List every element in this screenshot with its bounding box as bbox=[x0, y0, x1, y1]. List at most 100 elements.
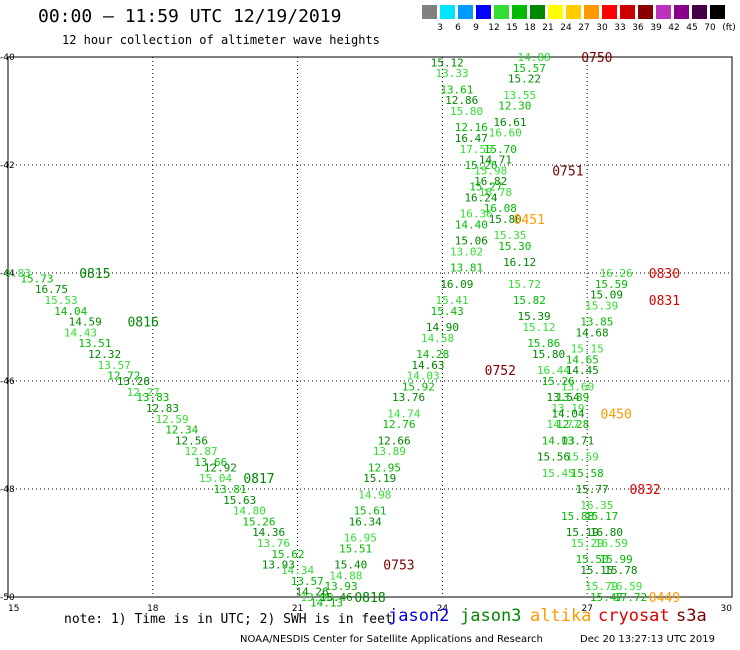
data-point-jason3: 16.59 bbox=[595, 537, 628, 550]
data-point-jason3: 16.12 bbox=[503, 256, 536, 269]
data-point-jason3: 13.51 bbox=[78, 337, 111, 350]
plot-frame bbox=[7, 56, 733, 598]
data-point-jason3: 13.66 bbox=[194, 456, 227, 469]
legend-swatch bbox=[584, 5, 599, 19]
data-point-altika: 15.06 bbox=[455, 235, 488, 248]
data-point-jason3: 12.32 bbox=[88, 348, 121, 361]
data-point-cryosat: 14.68 bbox=[575, 326, 608, 339]
legend-swatch bbox=[476, 5, 491, 19]
data-point-jason3: 15.63 bbox=[223, 494, 256, 507]
data-point-jason3: 12.86 bbox=[445, 94, 478, 107]
data-point-cryosat: 15.39 bbox=[585, 299, 618, 312]
legend-swatch bbox=[710, 5, 725, 19]
data-point-jason3: 12.72 bbox=[107, 370, 140, 383]
data-point-jason3: 15.73 bbox=[20, 272, 53, 285]
data-point-jason3: 15.26 bbox=[542, 375, 575, 388]
time-label: 0818 bbox=[354, 591, 385, 606]
time-label: 0831 bbox=[649, 294, 680, 309]
data-point-jason3: 13.33 bbox=[435, 67, 468, 80]
data-point-altika: 15.41 bbox=[435, 294, 468, 307]
data-point-altika: 14.63 bbox=[411, 359, 444, 372]
data-point-jason3: 16.78 bbox=[479, 186, 512, 199]
data-point-jason3: 14.04 bbox=[54, 305, 87, 318]
time-label: 0751 bbox=[552, 164, 583, 179]
data-point-altika: 16.36 bbox=[460, 208, 493, 221]
data-point-jason3: 13.28 bbox=[117, 375, 150, 388]
data-point-altika: 14.88 bbox=[518, 51, 551, 64]
legend-swatch bbox=[440, 5, 455, 19]
satellite-label-altika: altika bbox=[530, 606, 592, 626]
data-point-jason3: 12.16 bbox=[455, 121, 488, 134]
legend-label: 36 bbox=[632, 23, 644, 33]
data-point-altika: 14.40 bbox=[455, 218, 488, 231]
legend-label: 3 bbox=[437, 23, 443, 33]
data-point-jason3: 15.80 bbox=[489, 213, 522, 226]
legend-swatch bbox=[566, 5, 581, 19]
data-point-jason3: 15.17 bbox=[585, 510, 618, 523]
data-point-altika: 13.81 bbox=[450, 262, 483, 275]
data-point-cryosat: 14.04 bbox=[551, 407, 584, 420]
data-point-jason3: 13.98 bbox=[300, 591, 333, 604]
data-point-cryosat: 15.15 bbox=[571, 343, 604, 356]
data-point-jason3: 16.80 bbox=[590, 526, 623, 539]
legend-swatch bbox=[548, 5, 563, 19]
legend-label: 42 bbox=[668, 23, 680, 33]
legend-swatch bbox=[638, 5, 653, 19]
legend-label: 9 bbox=[473, 23, 479, 33]
y-tick-label: -50 bbox=[0, 593, 15, 603]
legend-label: 18 bbox=[524, 23, 536, 33]
legend-swatch bbox=[692, 5, 707, 19]
data-point-jason3: 15.80 bbox=[532, 348, 565, 361]
time-label: 0753 bbox=[383, 559, 414, 574]
data-point-altika: 16.60 bbox=[489, 127, 522, 140]
time-label: 0832 bbox=[629, 483, 660, 498]
data-point-jason3: 13.57 bbox=[98, 359, 131, 372]
data-point-altika: 15.98 bbox=[474, 164, 507, 177]
data-point-cryosat: 15.50 bbox=[575, 553, 608, 566]
data-point-jason3: 15.80 bbox=[450, 105, 483, 118]
data-point-cryosat: 15.79 bbox=[585, 580, 618, 593]
data-point-altika: 15.46 bbox=[320, 591, 353, 604]
data-point-jason3: 13.57 bbox=[291, 575, 324, 588]
data-point-jason3: 12.92 bbox=[204, 461, 237, 474]
y-tick-label: -42 bbox=[0, 161, 15, 171]
data-point-altika: 15.61 bbox=[353, 505, 386, 518]
data-point-altika: 15.40 bbox=[334, 559, 367, 572]
data-point-jason3: 15.72 bbox=[508, 278, 541, 291]
data-point-cryosat: 13.85 bbox=[580, 316, 613, 329]
data-point-jason3: 15.86 bbox=[527, 337, 560, 350]
data-point-altika: 15.92 bbox=[402, 380, 435, 393]
data-point-jason3: 15.39 bbox=[518, 310, 551, 323]
legend-swatch bbox=[458, 5, 473, 19]
data-point-jason3: 17.55 bbox=[460, 143, 493, 156]
data-point-altika: 16.24 bbox=[464, 191, 497, 204]
data-point-cryosat: 15.56 bbox=[537, 451, 570, 464]
data-point-altika: 12.30 bbox=[498, 100, 531, 113]
data-point-altika: 12.76 bbox=[382, 418, 415, 431]
data-point-jason3: 12.34 bbox=[165, 424, 198, 437]
satellite-label-jason3: jason3 bbox=[460, 606, 522, 626]
data-point-jason3: 4.83 bbox=[4, 267, 31, 280]
data-point-cryosat: 15.09 bbox=[590, 289, 623, 302]
data-point-jason3: 15.30 bbox=[498, 240, 531, 253]
page-subtitle: 12 hour collection of altimeter wave hei… bbox=[62, 33, 380, 47]
data-point-cryosat: 15.45 bbox=[542, 467, 575, 480]
data-point-jason3: 15.26 bbox=[464, 159, 497, 172]
page-title: 00:00 – 11:59 UTC 12/19/2019 bbox=[38, 6, 342, 27]
data-point-cryosat: 14.45 bbox=[566, 364, 599, 377]
data-point-jason3: 15.12 bbox=[431, 56, 464, 69]
data-point-altika: 16.61 bbox=[493, 116, 526, 129]
data-point-jason3: 15.35 bbox=[493, 229, 526, 242]
data-point-jason3: 15.82 bbox=[513, 294, 546, 307]
legend-label: 21 bbox=[542, 23, 554, 33]
data-point-jason3: 15.04 bbox=[199, 472, 232, 485]
data-point-jason3: 15.53 bbox=[45, 294, 78, 307]
data-point-altika: 15.22 bbox=[508, 73, 541, 86]
time-label: 0449 bbox=[649, 591, 680, 606]
data-point-jason3: 16.59 bbox=[609, 580, 642, 593]
data-point-altika: 16.95 bbox=[344, 532, 377, 545]
data-point-cryosat: 15.59 bbox=[595, 278, 628, 291]
data-point-jason3: 17.72 bbox=[614, 591, 647, 604]
legend-label: 27 bbox=[578, 23, 590, 33]
footer-note: note: 1) Time is in UTC; 2) SWH is in fe… bbox=[64, 612, 393, 627]
